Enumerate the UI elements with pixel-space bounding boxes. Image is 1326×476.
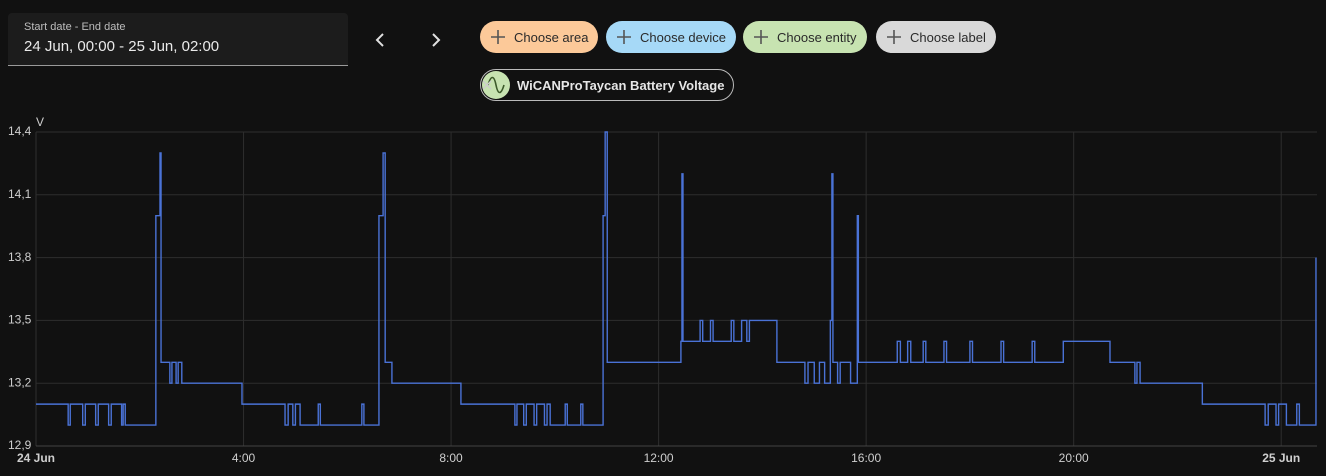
x-tick-label: 24 Jun bbox=[17, 451, 55, 465]
series-line bbox=[36, 131, 1317, 426]
date-picker-label: Start date - End date bbox=[24, 21, 126, 33]
x-tick-label: 8:00 bbox=[439, 451, 463, 465]
entity-filter[interactable]: Choose entity bbox=[743, 21, 867, 53]
previous-button[interactable] bbox=[366, 26, 394, 54]
y-tick-label: 14,4 bbox=[8, 124, 32, 138]
entity-filter-label: Choose entity bbox=[777, 29, 857, 45]
area-filter-label: Choose area bbox=[514, 29, 589, 45]
y-tick-label: 13,5 bbox=[8, 313, 32, 327]
x-tick-label: 16:00 bbox=[851, 451, 881, 465]
device-filter[interactable]: Choose device bbox=[606, 21, 736, 53]
area-filter[interactable]: Choose area bbox=[480, 21, 598, 53]
label-filter[interactable]: Choose label bbox=[876, 21, 996, 53]
next-button[interactable] bbox=[422, 26, 450, 54]
label-filter-label: Choose label bbox=[910, 29, 986, 45]
x-tick-label: 20:00 bbox=[1059, 451, 1089, 465]
date-picker-value: 24 Jun, 00:00 - 25 Jun, 02:00 bbox=[24, 38, 220, 55]
y-axis-unit: V bbox=[36, 115, 44, 129]
y-tick-label: 13,8 bbox=[8, 250, 32, 264]
y-tick-label: 13,2 bbox=[8, 375, 32, 389]
y-tick-label: 12,9 bbox=[8, 438, 32, 452]
selected-entity-chip[interactable]: WiCANProTaycan Battery Voltage bbox=[480, 69, 734, 101]
date-picker[interactable]: Start date - End date 24 Jun, 00:00 - 25… bbox=[8, 13, 348, 66]
device-filter-label: Choose device bbox=[640, 29, 726, 45]
x-tick-label: 4:00 bbox=[232, 451, 256, 465]
remove-entity[interactable] bbox=[481, 79, 493, 91]
x-tick-label: 25 Jun bbox=[1262, 451, 1300, 465]
x-tick-label: 12:00 bbox=[644, 451, 674, 465]
selected-entity-label: WiCANProTaycan Battery Voltage bbox=[517, 77, 725, 93]
y-tick-label: 14,1 bbox=[8, 187, 32, 201]
